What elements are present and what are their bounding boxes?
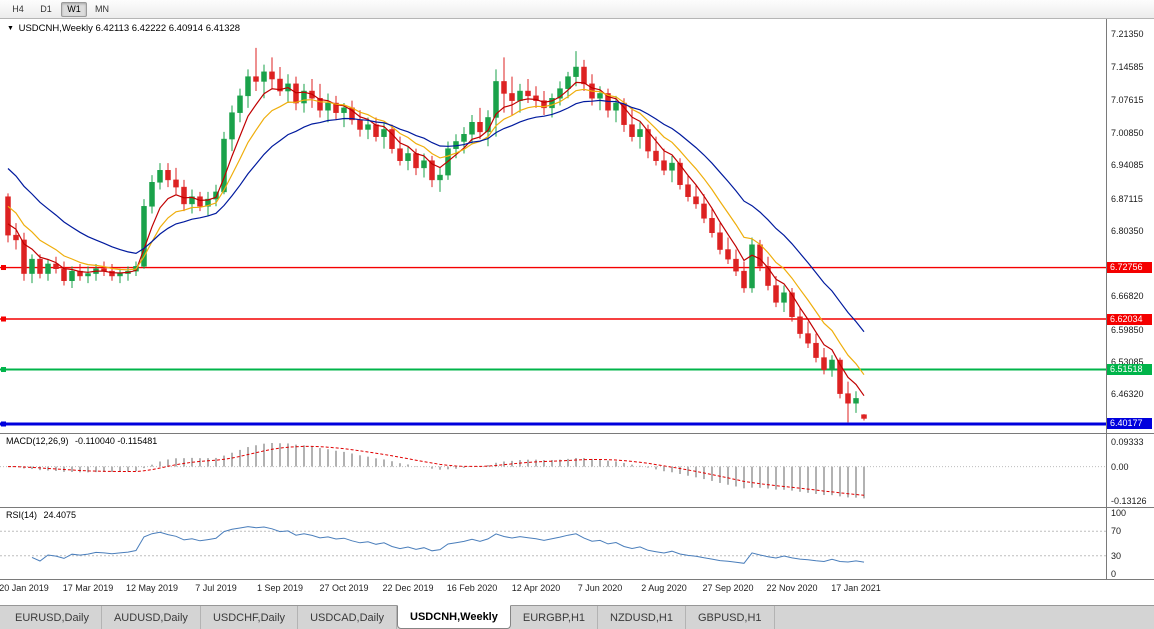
rsi-axis-label: 30 [1111, 550, 1122, 561]
chart-tab-usdcad-daily[interactable]: USDCAD,Daily [298, 606, 398, 629]
date-axis-label: 12 Apr 2020 [511, 583, 561, 593]
price-level-badge: 6.62034 [1107, 313, 1152, 325]
rsi-name: RSI(14) [6, 510, 38, 520]
timeframe-button-d1[interactable]: D1 [40, 4, 52, 14]
macd-panel[interactable]: MACD(12,26,9) -0.110040 -0.115481 0.0933… [0, 433, 1154, 507]
chart-tab-gbpusd-h1[interactable]: GBPUSD,H1 [686, 606, 775, 629]
chart-tab-audusd-daily[interactable]: AUDUSD,Daily [102, 606, 201, 629]
ma-line-fast [7, 81, 865, 397]
timeframe-button-w1[interactable]: W1 [61, 1, 87, 17]
macd-canvas[interactable] [0, 434, 1106, 507]
macd-label: MACD(12,26,9) -0.110040 -0.115481 [6, 436, 157, 446]
chart-title: ▼ USDCNH,Weekly 6.42113 6.42222 6.40914 … [7, 23, 240, 34]
chart-tab-eurusd-daily[interactable]: EURUSD,Daily [3, 606, 102, 629]
price-level-badge: 6.72756 [1107, 262, 1152, 273]
price-axis-label: 6.46320 [1111, 389, 1144, 400]
chart-ohlc-values: 6.42113 6.42222 6.40914 6.41328 [95, 23, 241, 34]
date-axis-label: 22 Nov 2020 [766, 583, 818, 593]
macd-values: -0.110040 -0.115481 [75, 436, 158, 446]
price-level-badge: 6.40177 [1107, 418, 1152, 430]
macd-histogram [15, 443, 865, 499]
price-axis-label: 7.07615 [1111, 95, 1144, 106]
price-axis-label: 7.14585 [1111, 61, 1144, 72]
ma-line-slow [7, 99, 865, 333]
price-axis-label: 6.59850 [1111, 324, 1144, 335]
date-axis-label: 12 May 2019 [125, 583, 179, 593]
bottom-spacer [0, 597, 1154, 605]
date-axis-label: 20 Jan 2019 [0, 583, 49, 593]
symbol-dropdown-icon[interactable]: ▼ [7, 25, 14, 32]
price-axis-label: 6.80350 [1111, 226, 1144, 237]
ma-line-mid [7, 88, 865, 376]
price-axis-label: 6.66820 [1111, 291, 1144, 302]
date-axis-label: 7 Jul 2019 [195, 583, 237, 593]
chart-tab-usdchf-daily[interactable]: USDCHF,Daily [201, 606, 299, 629]
date-axis-label: 17 Jan 2021 [831, 583, 881, 593]
date-axis-label: 2 Aug 2020 [641, 583, 687, 593]
date-axis[interactable]: 20 Jan 2019 17 Mar 2019 12 May 2019 7 Jul 2… [0, 579, 1154, 597]
rsi-axis-label: 0 [1111, 569, 1117, 580]
timeframe-toolbar: H4 D1 W1 MN [0, 0, 1154, 19]
main-chart-canvas[interactable] [0, 19, 1106, 433]
rsi-panel[interactable]: RSI(14) 24.4075 100 70 30 0 [0, 507, 1154, 579]
macd-axis-label: 0.00 [1111, 461, 1129, 472]
macd-axis[interactable]: 0.09333 0.00 -0.13126 [1106, 434, 1154, 507]
date-axis-label: 7 Jun 2020 [577, 583, 623, 593]
date-axis-label: 17 Mar 2019 [62, 583, 114, 593]
rsi-canvas[interactable] [0, 508, 1106, 579]
chart-tab-eurgbp-h1[interactable]: EURGBP,H1 [511, 606, 599, 629]
chart-symbol-label: USDCNH,Weekly [18, 23, 93, 34]
candles [5, 47, 867, 423]
rsi-line [31, 526, 865, 564]
horizontal-level-lines[interactable] [0, 265, 1106, 427]
timeframe-button-mn[interactable]: MN [95, 4, 109, 14]
date-axis-label: 27 Oct 2019 [319, 583, 369, 593]
price-axis-label: 6.87115 [1111, 193, 1143, 204]
date-axis-label: 16 Feb 2020 [446, 583, 498, 593]
price-level-badge: 6.51518 [1107, 364, 1152, 376]
main-chart-panel[interactable]: ▼ USDCNH,Weekly 6.42113 6.42222 6.40914 … [0, 19, 1154, 433]
chart-tab-nzdusd-h1[interactable]: NZDUSD,H1 [598, 606, 686, 629]
price-axis-label: 6.53085 [1111, 356, 1144, 367]
price-axis[interactable]: 7.21350 7.14585 7.07615 7.00850 6.94085 6.871… [1106, 19, 1154, 433]
macd-axis-label: 0.09333 [1111, 437, 1144, 448]
date-axis-label: 22 Dec 2019 [382, 583, 434, 593]
timeframe-button-h4[interactable]: H4 [12, 4, 24, 14]
macd-signal-line [8, 445, 865, 496]
rsi-label: RSI(14) 24.4075 [6, 510, 76, 520]
macd-name: MACD(12,26,9) [6, 436, 69, 446]
price-axis-label: 6.94085 [1111, 160, 1144, 171]
date-axis-label: 27 Sep 2020 [702, 583, 754, 593]
macd-axis-label: -0.13126 [1111, 495, 1147, 506]
price-axis-label: 7.21350 [1111, 29, 1144, 40]
rsi-value: 24.4075 [43, 510, 77, 520]
rsi-axis-label: 100 [1111, 507, 1127, 518]
price-axis-label: 7.00850 [1111, 127, 1144, 138]
chart-tab-usdcnh-weekly[interactable]: USDCNH,Weekly [397, 605, 511, 629]
rsi-axis-label: 70 [1111, 526, 1122, 537]
date-axis-label: 1 Sep 2019 [256, 583, 304, 593]
chart-tabs-bar: EURUSD,Daily AUDUSD,Daily USDCHF,Daily USDC… [0, 605, 1154, 629]
rsi-axis[interactable]: 100 70 30 0 [1106, 508, 1154, 579]
